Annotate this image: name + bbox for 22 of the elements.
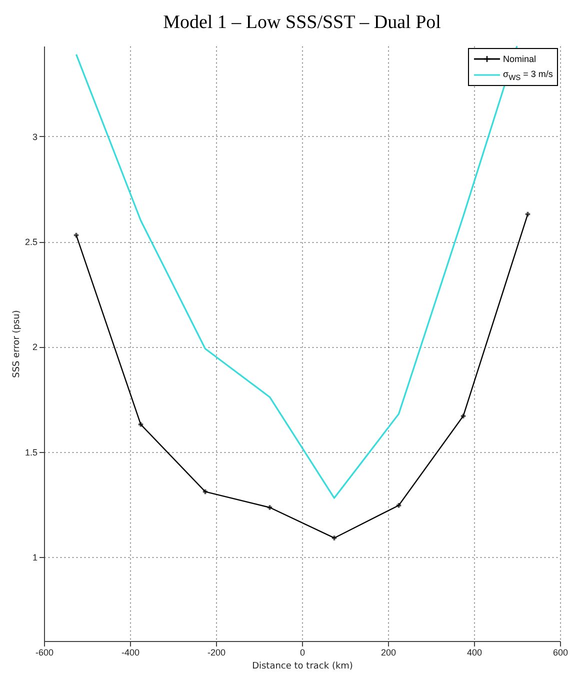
legend-label: Nominal <box>503 54 536 64</box>
y-tick-label: 1.5 <box>24 447 38 458</box>
point <box>332 536 337 540</box>
x-tick-label: -600 <box>35 648 54 658</box>
x-tick-label: 0 <box>300 648 306 658</box>
y-tick-label: 2 <box>32 342 38 352</box>
y-tick-label: 3 <box>32 132 38 142</box>
x-tick-label: -400 <box>121 648 140 658</box>
point <box>267 505 272 510</box>
y-axis-title: SSS error (psu) <box>12 310 22 378</box>
point <box>396 503 402 508</box>
x-tick-label: -200 <box>207 648 226 658</box>
x-tick-label: 400 <box>466 648 482 658</box>
chart-title: Model 1 – Low SSS/SST – Dual Pol <box>163 12 441 33</box>
y-tick-label: 1 <box>32 552 38 562</box>
point <box>138 422 144 427</box>
legend-label: σ$_{WS}$ = 3 m/s <box>503 68 553 82</box>
x-tick-label: 600 <box>552 648 568 658</box>
x-tick-label: 200 <box>380 648 396 658</box>
x-axis-title: Distance to track (km) <box>252 662 353 672</box>
y-tick-label: 2.5 <box>24 237 38 248</box>
point <box>460 414 466 418</box>
